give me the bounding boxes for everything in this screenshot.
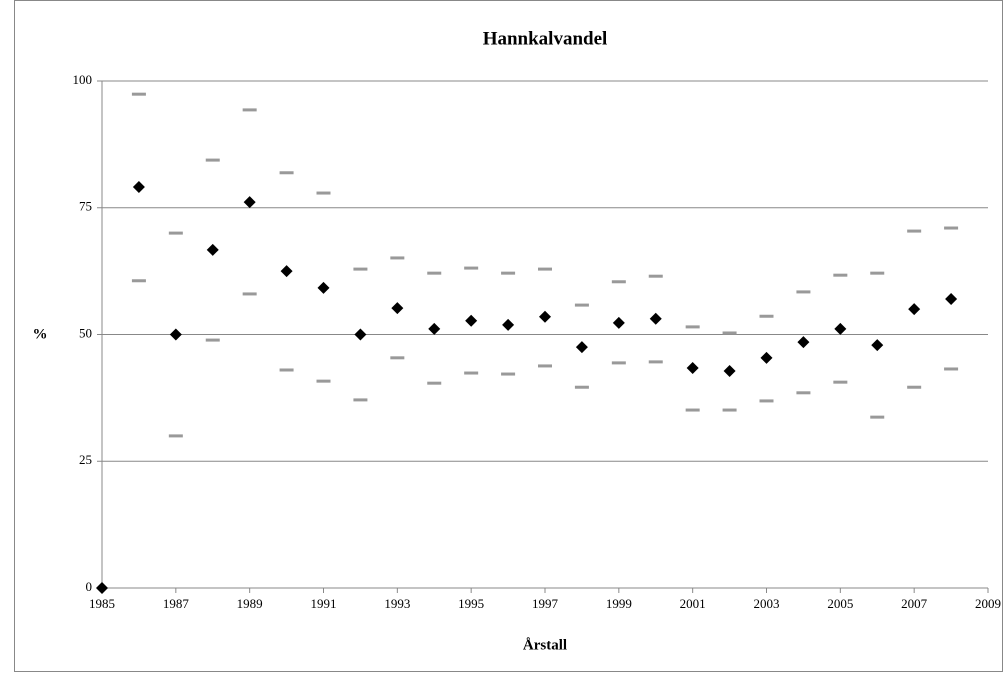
data-point	[502, 318, 515, 331]
bound-marker	[464, 371, 479, 375]
data-point	[354, 328, 367, 341]
bound-marker	[759, 399, 774, 403]
bound-marker	[427, 381, 442, 385]
data-point	[428, 322, 441, 335]
bound-marker	[316, 191, 331, 195]
data-point	[945, 293, 958, 306]
data-point	[465, 314, 478, 327]
x-tick-label: 1989	[237, 596, 263, 611]
bound-marker	[796, 290, 811, 294]
bound-marker	[131, 92, 146, 96]
data-point	[612, 316, 625, 329]
y-tick-label: 100	[73, 72, 93, 87]
x-tick-label: 1997	[532, 596, 559, 611]
data-point	[243, 196, 256, 209]
bound-marker	[464, 266, 479, 270]
bound-marker	[390, 256, 405, 260]
data-point	[760, 351, 773, 364]
x-tick-label: 1995	[458, 596, 484, 611]
bound-marker	[168, 434, 183, 438]
x-tick-label: 2009	[975, 596, 1001, 611]
y-axis-label: %	[33, 326, 48, 342]
bound-marker	[205, 158, 220, 162]
bound-marker	[648, 274, 663, 278]
data-point	[908, 303, 921, 316]
bound-marker	[833, 380, 848, 384]
bound-marker	[316, 379, 331, 383]
data-point	[132, 180, 145, 193]
x-tick-label: 1991	[311, 596, 337, 611]
data-point	[169, 328, 182, 341]
bound-marker	[353, 398, 368, 402]
x-tick-label: 1987	[163, 596, 190, 611]
x-tick-label: 1985	[89, 596, 115, 611]
bound-marker	[205, 338, 220, 342]
data-point	[280, 265, 293, 278]
bound-marker	[907, 385, 922, 389]
x-tick-label: 2007	[901, 596, 928, 611]
bound-marker	[833, 273, 848, 277]
bound-marker	[648, 360, 663, 364]
bound-marker	[870, 271, 885, 275]
bound-marker	[907, 229, 922, 233]
bound-marker	[611, 280, 626, 284]
bound-marker	[759, 314, 774, 318]
chart-title: Hannkalvandel	[483, 28, 608, 49]
y-tick-label: 25	[79, 452, 92, 467]
x-tick-label: 1993	[384, 596, 410, 611]
bound-marker	[944, 367, 959, 371]
bound-marker	[944, 226, 959, 230]
data-point	[871, 339, 884, 352]
bound-marker	[242, 292, 257, 296]
data-point	[206, 243, 219, 256]
bound-marker	[611, 361, 626, 365]
bound-marker	[796, 391, 811, 395]
bound-marker	[538, 364, 552, 368]
y-tick-label: 0	[86, 579, 93, 594]
bound-marker	[501, 372, 516, 376]
bound-marker	[501, 271, 516, 275]
bound-marker	[685, 408, 700, 412]
data-point	[686, 361, 699, 374]
bound-marker	[685, 325, 700, 329]
x-tick-label: 2005	[827, 596, 853, 611]
bound-marker	[427, 271, 442, 275]
x-tick-label: 2001	[680, 596, 706, 611]
x-axis-label: Årstall	[523, 637, 567, 653]
bound-marker	[390, 356, 405, 360]
data-point	[317, 281, 330, 294]
data-point	[834, 322, 847, 335]
y-tick-label: 50	[79, 325, 92, 340]
data-point	[723, 365, 736, 378]
bound-marker	[279, 171, 294, 175]
data-point	[797, 336, 810, 349]
y-tick-label: 75	[79, 199, 92, 214]
bound-marker	[722, 331, 737, 335]
data-point	[575, 341, 588, 354]
x-tick-label: 1999	[606, 596, 632, 611]
bound-marker	[870, 415, 885, 419]
data-point	[391, 302, 404, 315]
bound-marker	[722, 408, 737, 412]
data-point	[649, 312, 662, 325]
bound-marker	[131, 279, 146, 283]
bound-marker	[242, 108, 257, 112]
x-tick-label: 2003	[754, 596, 780, 611]
chart-frame	[14, 0, 1003, 672]
bound-marker	[574, 385, 589, 389]
bound-marker	[353, 267, 368, 271]
data-point	[96, 582, 108, 594]
data-point	[539, 310, 551, 323]
bound-marker	[168, 231, 183, 235]
bound-marker	[574, 303, 589, 307]
bound-marker	[538, 267, 552, 271]
bound-marker	[279, 368, 294, 372]
